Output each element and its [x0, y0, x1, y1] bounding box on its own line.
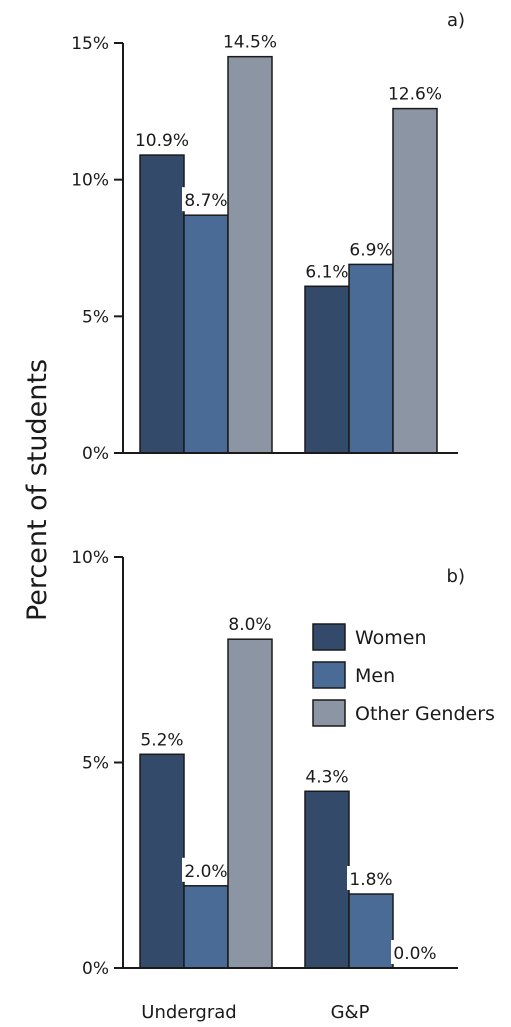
y-tick-label: 5%	[82, 754, 109, 774]
y-tick-label: 15%	[71, 34, 109, 54]
legend: Women Men Other Genders	[312, 623, 495, 727]
bar-value-label: 4.3%	[305, 767, 348, 787]
panel-a: 0% 5% 10% 15% 10.9% 6.1% 8.7% 6.9% 14.5% 12.6% a)	[71, 10, 465, 464]
legend-label: Men	[355, 665, 395, 687]
bar-men-undergrad	[183, 885, 229, 969]
bar-men-undergrad	[183, 214, 229, 454]
legend-swatch	[312, 661, 346, 689]
bar-women-undergrad	[139, 753, 185, 969]
panel-label: b)	[447, 566, 465, 587]
panel-label: a)	[447, 10, 465, 31]
bar-label-bg	[226, 611, 274, 636]
bar-other-genders-undergrad	[227, 55, 273, 454]
y-tick-label: 0%	[82, 959, 109, 979]
panel-b: 0% 5% 10% 5.2% 4.3% 2.0% 1.8% 8.0% 0.0% b)	[71, 548, 465, 979]
bar-value-label: 14.5%	[223, 33, 277, 53]
y-tick-label: 10%	[71, 171, 109, 191]
bar-value-label: 0.0%	[393, 944, 436, 964]
legend-label: Other Genders	[355, 703, 495, 725]
bar-men-gp	[348, 263, 394, 454]
bar-label-bg	[391, 80, 439, 105]
bar-label-bg	[303, 763, 351, 788]
y-tick-label: 0%	[82, 444, 109, 464]
bar-label-bg	[226, 28, 274, 53]
bar-value-label: 12.6%	[388, 85, 442, 105]
bar-label-bg	[138, 127, 186, 152]
bar-label-bg	[303, 258, 351, 283]
bar-value-label: 6.9%	[349, 240, 392, 260]
bar-value-label: 8.0%	[228, 615, 271, 635]
bar-label-bg	[138, 726, 186, 751]
bar-men-gp	[348, 893, 394, 969]
bar-label-bg	[182, 187, 230, 212]
bar-label-bg	[347, 236, 395, 261]
bar-value-label: 10.9%	[135, 131, 189, 151]
bar-value-label: 6.1%	[305, 262, 348, 282]
bar-label-bg	[182, 857, 230, 882]
x-category-labels: Undergrad G&P	[141, 1002, 369, 1023]
bar-women-gp	[304, 285, 350, 454]
bar-label-bg	[347, 866, 395, 891]
bar-other-genders-gp	[392, 107, 438, 454]
bar-women-undergrad	[139, 154, 185, 454]
y-tick-label: 5%	[82, 307, 109, 327]
bar-value-label: 2.0%	[184, 862, 227, 882]
legend-swatch	[312, 623, 346, 651]
x-category-label: Undergrad	[141, 1002, 236, 1023]
x-category-label: G&P	[331, 1002, 370, 1023]
bar-value-label: 5.2%	[140, 730, 183, 750]
y-axis-label: Percent of students	[22, 359, 53, 621]
bar-other-genders-undergrad	[227, 638, 273, 969]
bar-value-label: 1.8%	[349, 870, 392, 890]
bar-label-bg	[391, 940, 439, 964]
bar-value-label: 8.7%	[184, 191, 227, 211]
legend-label: Women	[355, 627, 427, 649]
legend-swatch	[312, 699, 346, 727]
y-tick-label: 10%	[71, 548, 109, 568]
bar-women-gp	[304, 790, 350, 969]
